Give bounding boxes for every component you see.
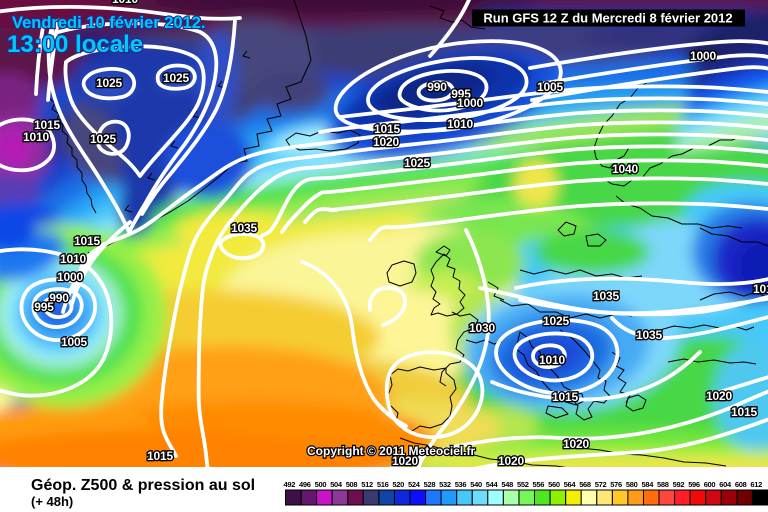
svg-text:1015: 1015	[74, 234, 100, 248]
svg-text:990: 990	[49, 291, 69, 305]
svg-text:1010: 1010	[60, 252, 86, 266]
svg-text:1000: 1000	[690, 49, 716, 63]
svg-text:504: 504	[330, 480, 343, 489]
svg-text:548: 548	[501, 480, 513, 489]
svg-text:580: 580	[626, 480, 638, 489]
svg-text:592: 592	[673, 480, 685, 489]
svg-text:584: 584	[641, 480, 654, 489]
svg-text:1010: 1010	[112, 0, 138, 6]
svg-text:990: 990	[427, 80, 447, 94]
svg-text:516: 516	[377, 480, 389, 489]
svg-text:492: 492	[283, 480, 295, 489]
svg-text:1030: 1030	[469, 321, 495, 335]
svg-text:1000: 1000	[457, 96, 483, 110]
svg-text:1025: 1025	[404, 156, 430, 170]
svg-text:540: 540	[470, 480, 482, 489]
svg-text:Géop. Z500 & pression au sol: Géop. Z500 & pression au sol	[31, 477, 255, 494]
svg-text:1010: 1010	[539, 353, 565, 367]
svg-text:1025: 1025	[90, 132, 116, 146]
svg-text:500: 500	[315, 480, 327, 489]
svg-text:1010: 1010	[23, 130, 49, 144]
svg-text:1015: 1015	[374, 122, 400, 136]
svg-text:552: 552	[517, 480, 529, 489]
svg-text:Copyright © 2011 Meteociel.fr: Copyright © 2011 Meteociel.fr	[307, 444, 476, 458]
svg-text:564: 564	[564, 480, 577, 489]
svg-text:1010: 1010	[447, 117, 473, 131]
svg-text:1035: 1035	[593, 289, 619, 303]
svg-text:1020: 1020	[498, 454, 524, 468]
svg-text:1040: 1040	[612, 162, 638, 176]
svg-text:572: 572	[595, 480, 607, 489]
svg-text:995: 995	[451, 87, 471, 101]
svg-text:612: 612	[750, 480, 762, 489]
svg-text:604: 604	[719, 480, 732, 489]
svg-text:588: 588	[657, 480, 669, 489]
svg-text:596: 596	[688, 480, 700, 489]
svg-text:512: 512	[361, 480, 373, 489]
svg-text:1020: 1020	[392, 454, 418, 468]
svg-text:13:00 locale: 13:00 locale	[7, 31, 143, 58]
svg-text:524: 524	[408, 480, 421, 489]
svg-text:1025: 1025	[543, 314, 569, 328]
svg-text:1020: 1020	[373, 135, 399, 149]
svg-text:1000: 1000	[57, 270, 83, 284]
svg-text:995: 995	[34, 300, 54, 314]
svg-text:1025: 1025	[96, 76, 122, 90]
svg-text:568: 568	[579, 480, 591, 489]
svg-text:536: 536	[455, 480, 467, 489]
svg-text:544: 544	[486, 480, 499, 489]
svg-text:576: 576	[610, 480, 622, 489]
svg-text:608: 608	[735, 480, 747, 489]
svg-text:532: 532	[439, 480, 451, 489]
svg-text:1005: 1005	[61, 335, 87, 349]
svg-text:1035: 1035	[636, 328, 662, 342]
svg-text:600: 600	[704, 480, 716, 489]
svg-text:1015: 1015	[147, 449, 173, 463]
svg-text:Vendredi 10 février 2012.: Vendredi 10 février 2012.	[12, 14, 206, 32]
svg-text:(+ 48h): (+ 48h)	[31, 494, 73, 509]
svg-text:560: 560	[548, 480, 560, 489]
svg-text:1020: 1020	[563, 437, 589, 451]
svg-text:1015: 1015	[552, 390, 578, 404]
svg-text:1015: 1015	[34, 118, 60, 132]
svg-text:1025: 1025	[163, 71, 189, 85]
svg-text:528: 528	[424, 480, 436, 489]
svg-text:Run GFS 12 Z du Mercredi 8 fév: Run GFS 12 Z du Mercredi 8 février 2012	[483, 11, 732, 26]
svg-text:1020: 1020	[706, 389, 732, 403]
svg-text:556: 556	[532, 480, 544, 489]
svg-text:508: 508	[346, 480, 358, 489]
svg-text:1015: 1015	[731, 405, 757, 419]
svg-text:1005: 1005	[537, 80, 563, 94]
svg-text:520: 520	[392, 480, 404, 489]
svg-text:1035: 1035	[231, 221, 257, 235]
svg-text:496: 496	[299, 480, 311, 489]
svg-text:1015: 1015	[753, 282, 768, 296]
